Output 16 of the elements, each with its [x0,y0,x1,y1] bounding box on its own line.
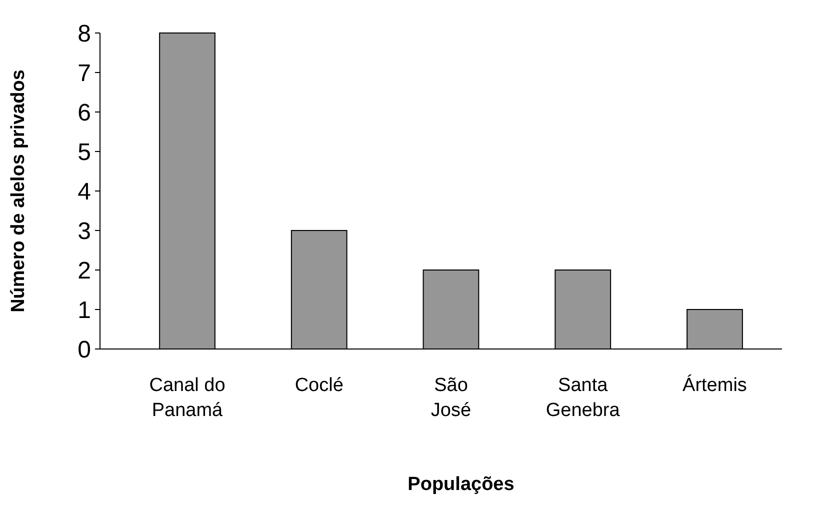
y-tick-label: 3 [78,218,91,245]
x-tick-label: Canal do Panamá [149,375,226,421]
x-tick-label: Coclé [294,375,344,396]
y-tick-label: 8 [78,20,91,48]
y-tick-label: 7 [78,60,91,87]
x-tick-label: Santa Genebra [546,375,620,421]
x-tick-label: São José [430,375,472,421]
x-axis-title: Populações [408,474,514,495]
y-tick-label: 0 [78,336,91,364]
y-tick-label: 1 [78,296,91,324]
y-axis-title: Número de alelos privados [8,70,29,312]
y-tick-label: 4 [78,178,91,206]
y-tick-label: 5 [78,138,91,166]
y-tick-label: 2 [78,257,91,284]
y-tick-label: 6 [78,99,91,126]
x-tick-label: Ártemis [682,374,747,396]
